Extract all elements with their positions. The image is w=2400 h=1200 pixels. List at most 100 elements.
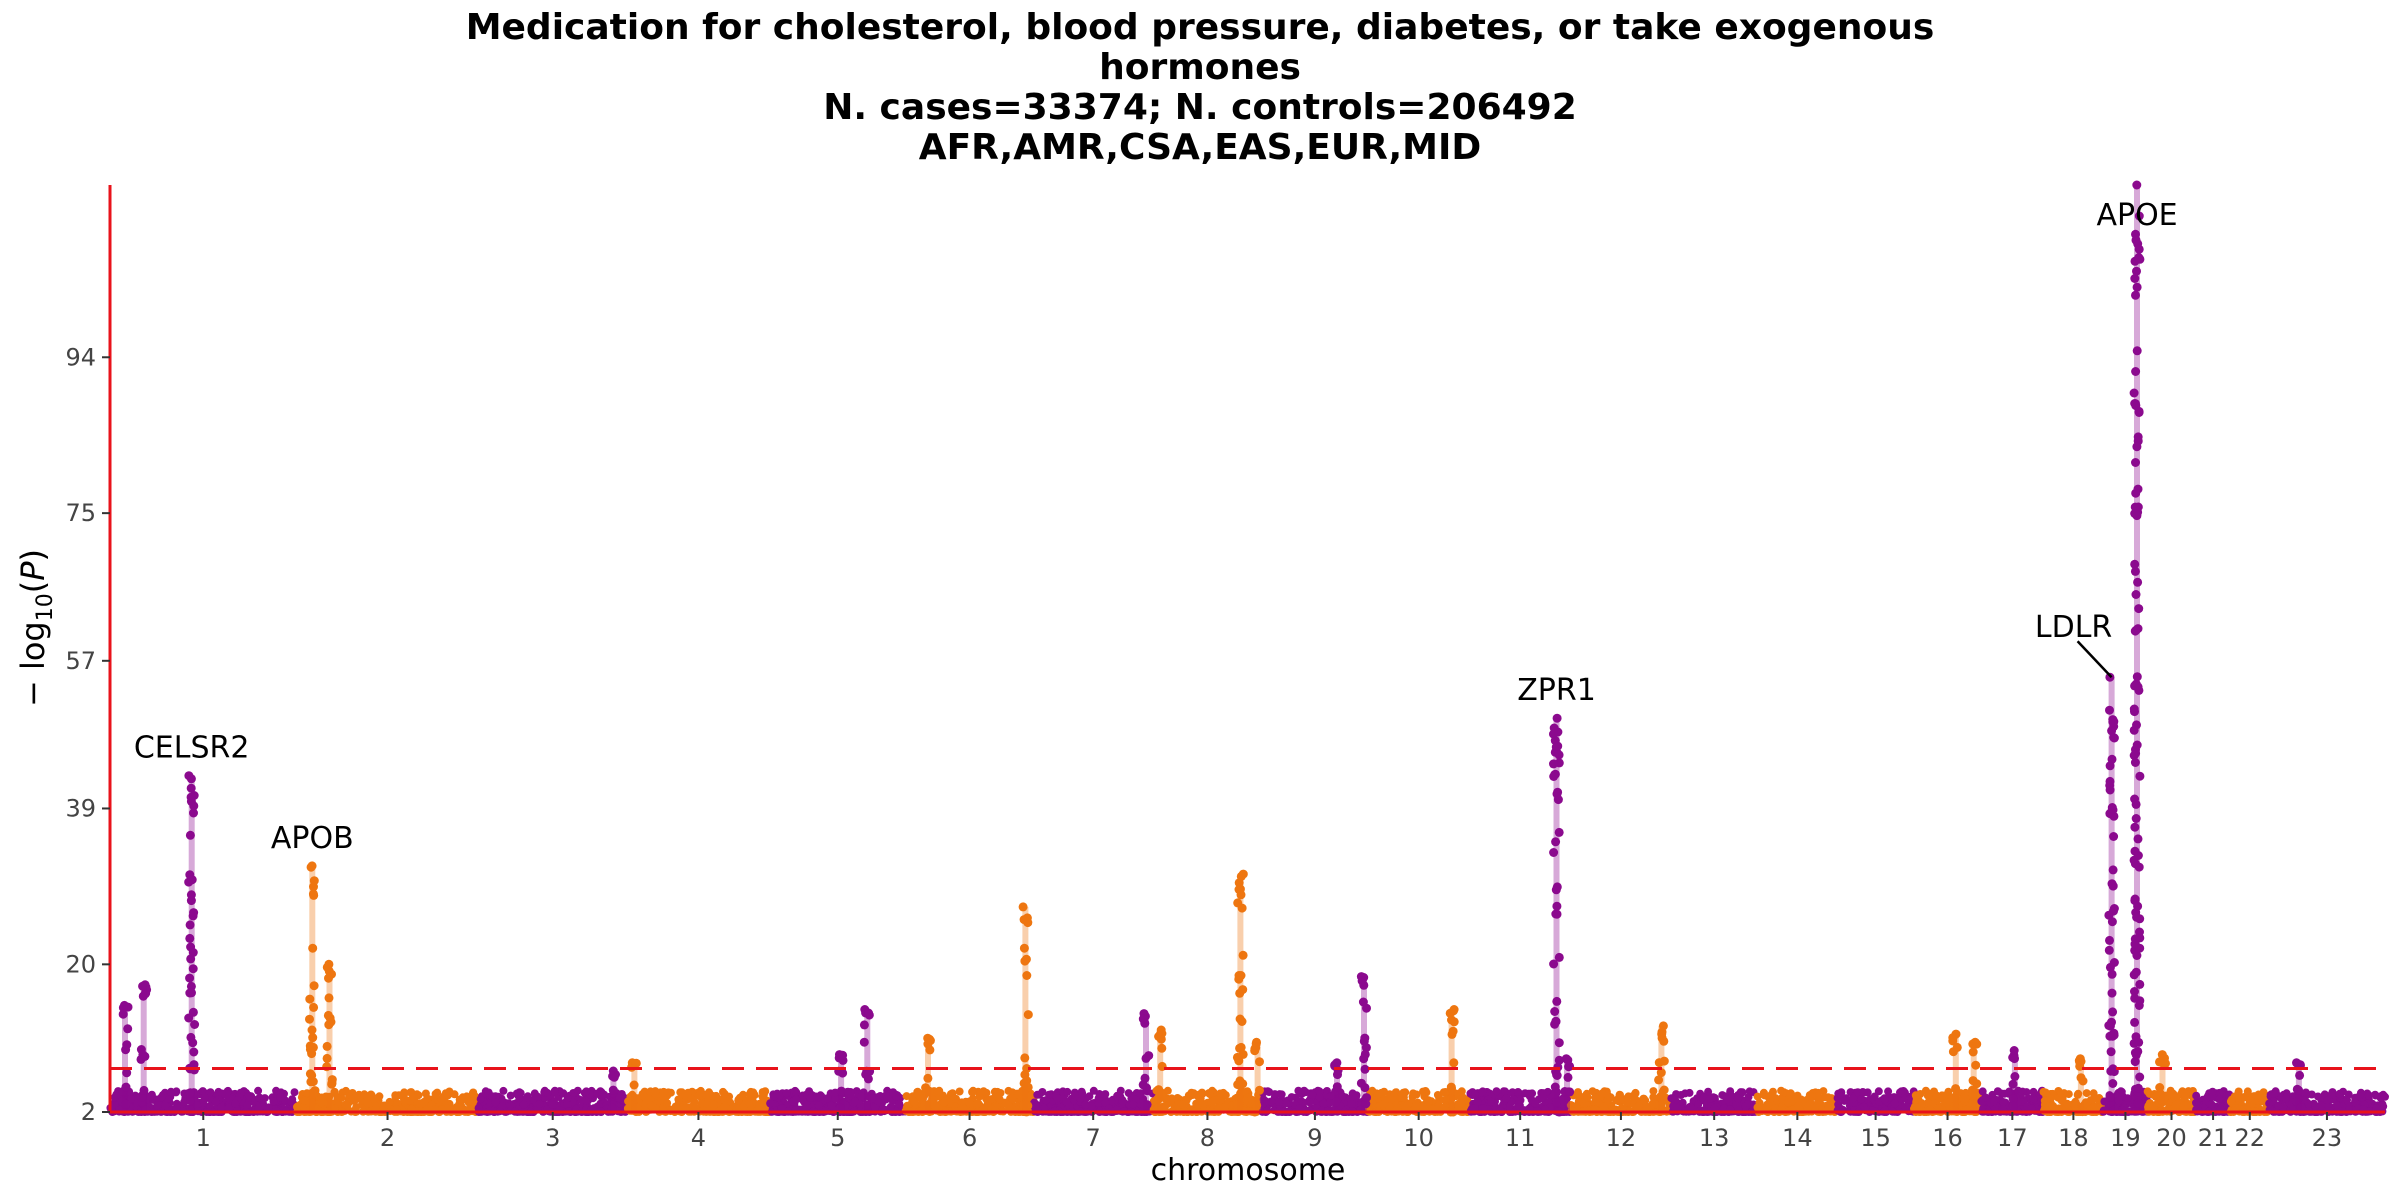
data-point <box>857 1092 866 1101</box>
data-point <box>1961 1094 1970 1103</box>
data-point <box>2171 1100 2180 1109</box>
data-point <box>153 1101 162 1110</box>
data-point <box>675 1096 683 1105</box>
data-point <box>1705 1095 1714 1104</box>
data-point <box>1194 1100 1203 1109</box>
data-point <box>499 1086 508 1095</box>
data-point <box>671 1102 680 1111</box>
data-point <box>2089 1103 2098 1112</box>
peak-stem <box>140 984 147 1112</box>
chart-title-line-1: Medication for cholesterol, blood pressu… <box>465 7 1935 48</box>
data-point <box>1501 1087 1509 1096</box>
data-point <box>952 1094 960 1103</box>
data-point <box>1205 1089 1214 1098</box>
data-point <box>910 1097 919 1106</box>
data-point <box>2207 1100 2216 1109</box>
data-point <box>1912 1093 1921 1102</box>
data-point <box>1315 1087 1324 1096</box>
data-point <box>1614 1097 1623 1106</box>
data-point <box>902 1092 911 1101</box>
data-point <box>782 1089 791 1098</box>
data-point <box>1319 1099 1328 1108</box>
data-point <box>244 1091 253 1100</box>
data-point <box>1386 1095 1395 1104</box>
data-point <box>317 1099 326 1108</box>
data-point <box>694 1091 703 1100</box>
data-point <box>1514 1088 1522 1096</box>
data-point <box>512 1089 521 1098</box>
data-point <box>1583 1093 1592 1102</box>
data-point <box>851 1097 860 1106</box>
peak-stem <box>122 1005 128 1112</box>
data-point <box>1686 1102 1695 1111</box>
data-point <box>573 1086 582 1095</box>
data-point <box>1420 1092 1429 1101</box>
data-point <box>1502 1094 1511 1103</box>
data-point <box>206 1101 214 1110</box>
data-point <box>2279 1103 2288 1112</box>
data-point <box>710 1100 719 1109</box>
data-point <box>1216 1089 1225 1098</box>
data-point <box>1538 1094 1547 1103</box>
data-point <box>895 1099 904 1108</box>
data-point <box>1220 1103 1229 1112</box>
data-point <box>157 1093 166 1102</box>
data-point <box>437 1095 446 1104</box>
data-point <box>1810 1104 1819 1113</box>
data-point <box>1880 1095 1889 1104</box>
data-point <box>1899 1087 1908 1095</box>
data-point <box>1471 1090 1479 1099</box>
data-point <box>2123 1094 2132 1103</box>
data-point <box>883 1094 892 1103</box>
data-point <box>1129 1100 1137 1109</box>
data-point <box>1182 1096 1191 1105</box>
data-point <box>1347 1100 1356 1108</box>
data-point <box>180 1097 189 1106</box>
data-point <box>766 1099 775 1108</box>
data-point <box>1487 1097 1495 1106</box>
data-point <box>1315 1093 1324 1102</box>
data-point <box>792 1095 800 1104</box>
data-point <box>476 1095 485 1104</box>
data-point <box>2258 1097 2267 1106</box>
data-point <box>2063 1099 2072 1108</box>
data-point <box>1207 1098 1216 1107</box>
data-point <box>1814 1092 1823 1101</box>
data-point <box>1588 1087 1597 1096</box>
data-point <box>968 1088 977 1096</box>
data-point <box>255 1093 264 1102</box>
data-point <box>225 1103 233 1112</box>
data-point <box>919 1094 927 1103</box>
data-point <box>1325 1098 1334 1107</box>
data-point <box>2170 1093 2179 1102</box>
data-point <box>987 1095 996 1104</box>
data-point <box>420 1097 429 1106</box>
data-point <box>456 1104 465 1113</box>
data-point <box>1457 1099 1466 1108</box>
data-point <box>2243 1087 2252 1096</box>
data-point <box>1598 1089 1607 1098</box>
data-point <box>1999 1098 2008 1107</box>
data-point <box>1070 1091 1079 1100</box>
peak-stem <box>610 1071 617 1112</box>
data-point <box>1704 1087 1713 1096</box>
data-point <box>1191 1090 1200 1099</box>
data-point <box>491 1098 500 1107</box>
data-point <box>2371 1091 2380 1100</box>
peak-stem <box>188 775 195 1112</box>
data-point <box>1784 1098 1792 1107</box>
data-point <box>2323 1096 2332 1105</box>
data-point <box>1435 1094 1444 1103</box>
data-point <box>2092 1094 2101 1103</box>
data-point <box>2381 1092 2389 1101</box>
data-point <box>410 1094 419 1103</box>
data-point <box>217 1103 225 1112</box>
data-point <box>1857 1095 1866 1104</box>
data-point <box>705 1088 713 1097</box>
data-point <box>1418 1102 1427 1111</box>
data-point <box>1884 1087 1893 1096</box>
data-point <box>2184 1099 2192 1108</box>
data-point <box>1136 1089 1145 1098</box>
data-point <box>1470 1104 1479 1113</box>
peak-stem <box>309 865 316 1112</box>
